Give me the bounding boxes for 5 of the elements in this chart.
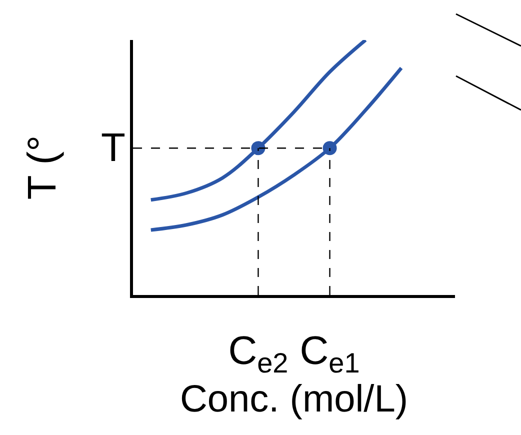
- x-tick-label: C$_{e1}$: [300, 329, 360, 378]
- ref-line-label: T: [101, 126, 126, 170]
- x-tick-label: C$_{e2}$: [228, 329, 288, 378]
- x-axis-title: Conc. (mol/L): [180, 378, 408, 420]
- y-axis-title: T (°: [20, 135, 64, 200]
